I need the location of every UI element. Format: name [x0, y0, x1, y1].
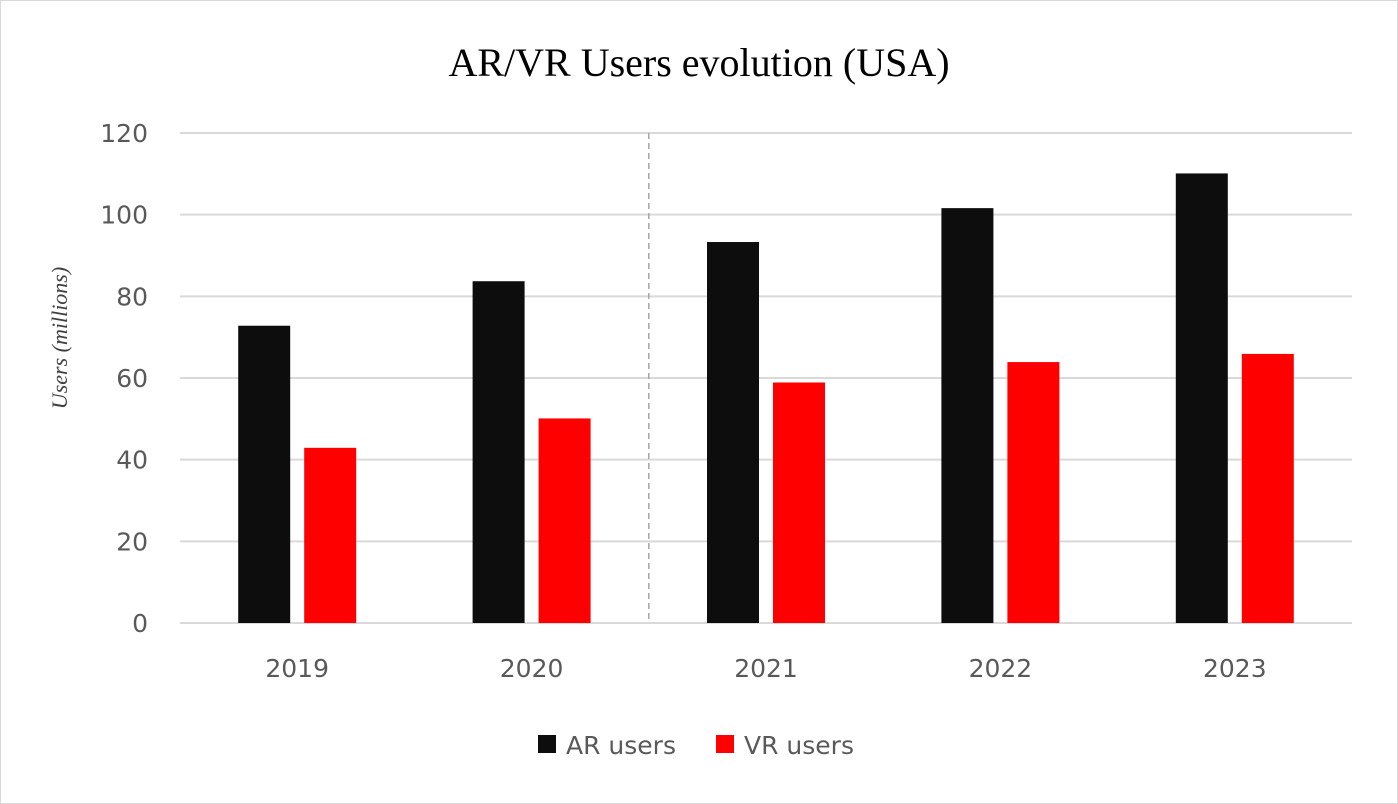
x-tick-label-2020: 2020: [500, 654, 564, 683]
bar-vr-users-2019: [304, 447, 357, 623]
bars: [238, 173, 1294, 624]
y-tick-label-0: 0: [132, 609, 148, 638]
legend-swatch-vr-users: [716, 735, 734, 753]
gridlines: [180, 132, 1352, 624]
bar-ar-users-2019: [238, 325, 291, 623]
legend-label-vr-users: VR users: [744, 731, 854, 760]
y-tick-label-60: 60: [116, 364, 148, 393]
x-tick-labels: 2019 2020 2021 2022 2023: [265, 654, 1266, 683]
bar-vr-users-2020: [538, 418, 591, 623]
y-tick-label-100: 100: [100, 201, 148, 230]
bar-ar-users-2023: [1175, 173, 1228, 624]
legend-swatch-ar-users: [538, 735, 556, 753]
bar-vr-users-2022: [1007, 362, 1060, 623]
x-tick-label-2021: 2021: [734, 654, 798, 683]
bar-vr-users-2023: [1241, 353, 1294, 623]
y-tick-label-80: 80: [116, 282, 148, 311]
y-tick-label-20: 20: [116, 527, 148, 556]
y-tick-label-40: 40: [116, 446, 148, 475]
chart-title: AR/VR Users evolution (USA): [448, 40, 949, 85]
bar-ar-users-2020: [472, 281, 525, 623]
x-tick-label-2023: 2023: [1203, 654, 1267, 683]
bar-ar-users-2022: [941, 208, 994, 623]
legend: AR users VR users: [538, 731, 854, 760]
legend-label-ar-users: AR users: [566, 731, 676, 760]
y-tick-label-120: 120: [100, 119, 148, 148]
bar-vr-users-2021: [773, 382, 825, 623]
y-axis-label: Users (millions): [47, 267, 72, 409]
x-tick-label-2019: 2019: [265, 654, 329, 683]
x-tick-label-2022: 2022: [969, 654, 1033, 683]
y-tick-labels: 0 20 40 60 80 100 120: [100, 119, 148, 638]
bar-ar-users-2021: [707, 242, 759, 623]
